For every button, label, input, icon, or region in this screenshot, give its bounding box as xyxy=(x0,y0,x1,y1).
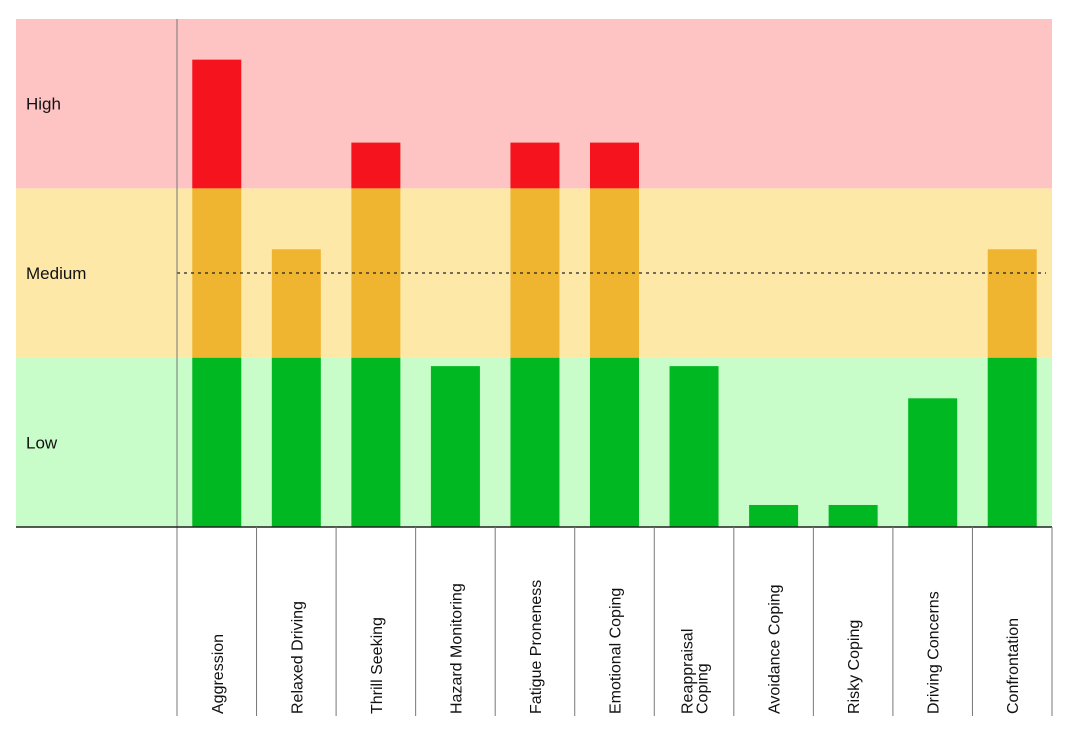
bar-segment-low xyxy=(430,366,480,527)
category-label-line: Coping xyxy=(695,663,712,714)
category-label-line: Emotional Coping xyxy=(608,588,625,714)
bar-segment-low xyxy=(669,366,719,527)
category-label-line: Avoidance Coping xyxy=(767,584,784,714)
category-label-line: Aggression xyxy=(210,634,227,714)
bar-segment-low xyxy=(828,504,878,527)
axes xyxy=(16,19,1053,716)
bar-segment-low xyxy=(510,357,560,527)
category-label: Relaxed Driving xyxy=(289,601,306,714)
category-label: Aggression xyxy=(210,634,227,714)
category-label: Avoidance Coping xyxy=(767,584,784,714)
bar-segment-high xyxy=(510,142,560,189)
bar-segment-high xyxy=(590,142,639,189)
category-label: Driving Concerns xyxy=(926,591,943,714)
category-label: Confrontation xyxy=(1005,618,1022,714)
category-label: Emotional Coping xyxy=(608,588,625,714)
bar-segment-low xyxy=(192,357,242,527)
bar-segment-low xyxy=(271,357,321,527)
category-label-line: Driving Concerns xyxy=(926,591,943,714)
bar-segment-medium xyxy=(987,249,1037,358)
category-label-line: Relaxed Driving xyxy=(289,601,306,714)
category-label-line: Reappraisal xyxy=(680,629,697,714)
category-label: Risky Coping xyxy=(846,620,863,714)
category-label-line: Risky Coping xyxy=(846,620,863,714)
category-label-line: Confrontation xyxy=(1005,618,1022,714)
band-label-low: Low xyxy=(26,433,58,452)
category-label: Thrill Seeking xyxy=(369,617,386,714)
band-label-medium: Medium xyxy=(26,264,86,283)
bar-segment-high xyxy=(351,142,401,189)
bar-segment-high xyxy=(192,59,242,189)
bar-segment-low xyxy=(908,398,958,527)
category-label-line: Thrill Seeking xyxy=(369,617,386,714)
bar-segment-low xyxy=(987,357,1037,527)
bar-segment-low xyxy=(749,504,799,527)
category-label-line: Fatigue Proneness xyxy=(528,580,545,714)
category-label-line: Hazard Monitoring xyxy=(448,583,465,714)
category-labels: Aggression Relaxed Driving Thrill Seeking H… xyxy=(210,580,1022,714)
category-label: ReappraisalCoping xyxy=(680,629,712,714)
band-labels: Low Medium High xyxy=(26,95,86,453)
category-label: Hazard Monitoring xyxy=(448,583,465,714)
category-label: Fatigue Proneness xyxy=(528,580,545,714)
bar-segment-low xyxy=(351,357,401,527)
bar-segment-low xyxy=(590,357,639,527)
band-label-high: High xyxy=(26,95,61,114)
bar-segment-medium xyxy=(271,249,321,358)
